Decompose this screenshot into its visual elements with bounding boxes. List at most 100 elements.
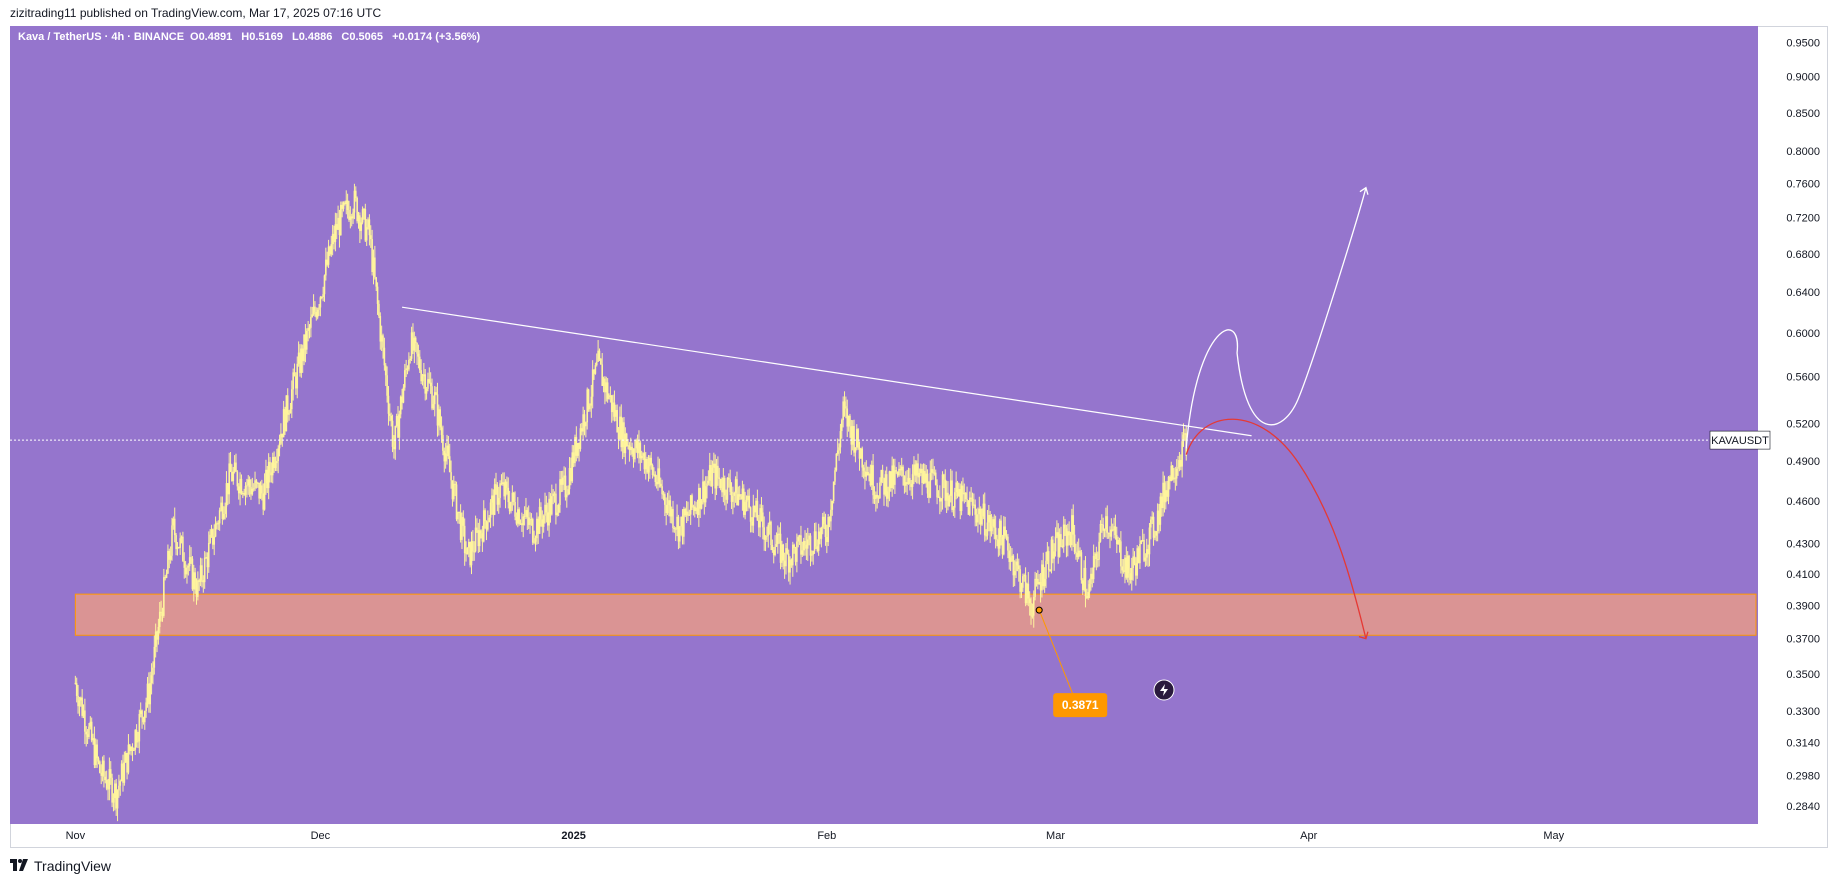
candle [1151, 511, 1153, 524]
candle [722, 467, 725, 503]
candle-body [153, 646, 156, 668]
candle [511, 485, 514, 511]
candle [424, 369, 427, 401]
candle [184, 561, 187, 578]
candle [1126, 551, 1129, 583]
candle-body [145, 702, 147, 711]
candle [1052, 535, 1054, 564]
y-axis-tick-label: 0.6000 [1786, 328, 1820, 340]
candle-body [952, 507, 955, 510]
candle-body [629, 446, 632, 451]
candle-body [733, 492, 736, 496]
candle-body [131, 746, 134, 752]
candle-body [271, 457, 274, 476]
candle [244, 482, 247, 506]
candle-body [857, 429, 859, 448]
candle-body [862, 467, 865, 471]
candle [951, 470, 953, 513]
candle [621, 417, 624, 460]
candle-body [1069, 535, 1072, 546]
candle-body [378, 303, 380, 317]
candle [809, 533, 812, 567]
candle-body [966, 499, 968, 501]
candle [344, 200, 346, 206]
candle [488, 515, 491, 523]
candle-body [1024, 575, 1027, 604]
candle [84, 698, 86, 745]
candle-body [1030, 603, 1032, 616]
candle-body [601, 364, 603, 386]
candle-body [1102, 524, 1104, 531]
candle-body [168, 550, 171, 560]
candle [934, 469, 937, 486]
candle-body [307, 327, 309, 331]
candle-body [789, 559, 791, 573]
candle-body [1086, 596, 1088, 598]
candle [188, 545, 191, 572]
candle [1077, 538, 1080, 560]
candle [369, 225, 372, 248]
candle [105, 770, 108, 791]
candle-body [323, 275, 326, 295]
candle-body [811, 554, 813, 556]
candle-body [1115, 535, 1118, 545]
candle-body [747, 495, 749, 500]
candle-body [700, 500, 703, 509]
candle [836, 438, 839, 456]
candle [221, 496, 224, 525]
candle [615, 404, 617, 422]
price-chart[interactable]: 0.3871 0.95000.90000.85000.80000.76000.7… [10, 26, 1828, 848]
candle [966, 486, 968, 507]
candle [755, 497, 757, 518]
descending-trendline[interactable] [401, 306, 1252, 437]
candle [1094, 552, 1096, 568]
candle-body [142, 717, 145, 723]
candle-body [1179, 460, 1182, 467]
candle-body [79, 697, 82, 701]
candle-body [1159, 496, 1162, 525]
candle-body [914, 464, 917, 476]
candle [662, 490, 665, 501]
candle-body [574, 437, 576, 464]
candle [115, 778, 117, 816]
candle [122, 754, 124, 792]
candle-body [500, 483, 503, 485]
candle [1178, 452, 1181, 472]
candle [1155, 531, 1158, 542]
candle [933, 466, 936, 476]
bullish-projection-path[interactable] [1185, 187, 1367, 449]
candle [1003, 516, 1005, 556]
bearish-projection-path[interactable] [1185, 418, 1367, 639]
candle-body [1077, 550, 1080, 558]
candle-body [342, 202, 345, 209]
candle-body [191, 558, 194, 590]
candle-body [432, 404, 435, 409]
candle [197, 571, 199, 601]
candle [315, 307, 318, 321]
candle-body [1139, 544, 1141, 564]
candle-body [786, 548, 789, 554]
candle-body [723, 477, 726, 496]
lightning-icon[interactable] [1153, 679, 1175, 701]
candle [906, 469, 908, 495]
candle [1145, 538, 1148, 566]
candle-body [809, 535, 812, 556]
candle [1035, 572, 1038, 587]
candle-body [344, 202, 346, 205]
candle [756, 489, 759, 521]
candle [365, 219, 368, 246]
candle [1111, 523, 1114, 532]
candle [1053, 543, 1055, 571]
candle [787, 549, 790, 582]
ohlc-high-label: H [241, 31, 249, 43]
tradingview-logo-icon[interactable] [10, 858, 28, 874]
candle [457, 511, 459, 524]
candle-body [715, 465, 718, 489]
candle-body [295, 376, 297, 389]
candle [996, 534, 998, 547]
candle [322, 286, 324, 302]
candle-body [418, 356, 421, 371]
candle [997, 528, 1000, 557]
candle-body [849, 415, 851, 427]
candle-body [474, 527, 477, 552]
